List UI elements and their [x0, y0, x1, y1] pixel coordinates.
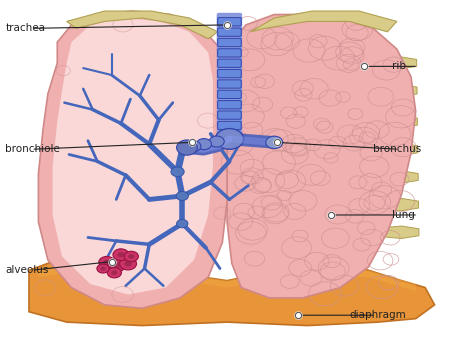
Circle shape	[176, 140, 197, 155]
FancyBboxPatch shape	[218, 121, 241, 130]
Polygon shape	[251, 11, 397, 32]
FancyBboxPatch shape	[218, 80, 241, 88]
FancyBboxPatch shape	[218, 111, 241, 119]
Polygon shape	[53, 18, 213, 295]
Text: trachea: trachea	[5, 23, 45, 33]
Circle shape	[112, 262, 121, 268]
FancyBboxPatch shape	[218, 69, 241, 78]
Polygon shape	[378, 171, 418, 183]
Circle shape	[117, 252, 124, 257]
Circle shape	[209, 136, 224, 147]
Circle shape	[97, 264, 109, 273]
FancyBboxPatch shape	[217, 13, 242, 141]
Text: lung: lung	[392, 210, 415, 220]
FancyBboxPatch shape	[218, 39, 241, 46]
Text: diaphragm: diaphragm	[350, 310, 406, 320]
Polygon shape	[38, 11, 227, 308]
Polygon shape	[227, 15, 416, 298]
Circle shape	[120, 257, 137, 270]
FancyBboxPatch shape	[218, 59, 241, 67]
Circle shape	[171, 167, 184, 177]
Polygon shape	[378, 198, 419, 211]
Circle shape	[128, 254, 134, 259]
Polygon shape	[67, 11, 218, 39]
FancyBboxPatch shape	[218, 90, 241, 99]
Text: bronchiole: bronchiole	[5, 144, 60, 154]
Circle shape	[176, 219, 188, 228]
Text: rib: rib	[392, 61, 406, 71]
Circle shape	[103, 260, 110, 265]
Circle shape	[100, 266, 106, 271]
FancyBboxPatch shape	[218, 49, 241, 57]
Polygon shape	[38, 260, 416, 291]
Polygon shape	[378, 116, 417, 128]
Text: bronchus: bronchus	[373, 144, 421, 154]
Polygon shape	[378, 57, 417, 69]
Circle shape	[107, 268, 122, 278]
Circle shape	[107, 258, 126, 272]
Circle shape	[111, 270, 117, 275]
FancyBboxPatch shape	[218, 28, 241, 36]
Circle shape	[186, 141, 201, 152]
Text: alveolus: alveolus	[5, 265, 49, 275]
Circle shape	[196, 138, 211, 150]
Polygon shape	[378, 84, 417, 97]
Circle shape	[176, 192, 188, 201]
Circle shape	[124, 261, 132, 266]
Circle shape	[266, 136, 283, 149]
Circle shape	[124, 251, 139, 262]
Polygon shape	[378, 226, 419, 238]
Polygon shape	[29, 256, 435, 325]
FancyBboxPatch shape	[218, 18, 241, 26]
Circle shape	[113, 249, 129, 261]
Circle shape	[99, 256, 115, 268]
FancyBboxPatch shape	[218, 101, 241, 109]
Polygon shape	[378, 143, 418, 155]
Circle shape	[215, 129, 244, 149]
